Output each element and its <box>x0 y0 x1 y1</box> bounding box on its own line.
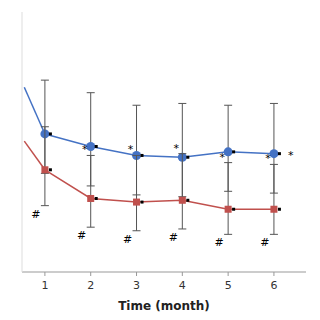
error-cap <box>270 234 278 235</box>
error-bar <box>270 164 278 234</box>
lead-in-line <box>24 141 45 170</box>
plot-area <box>24 80 281 234</box>
small-marker <box>49 132 52 135</box>
x-tick-label: 1 <box>41 279 48 292</box>
error-stem <box>273 164 274 234</box>
x-tick-label: 3 <box>133 279 140 292</box>
annotation: * <box>265 152 271 165</box>
error-bar <box>133 155 141 230</box>
error-cap <box>41 80 49 81</box>
small-marker <box>95 197 98 200</box>
x-axis-label: Time (month) <box>118 299 210 313</box>
series-line <box>45 134 274 157</box>
error-cap <box>270 164 278 165</box>
x-tick <box>44 272 45 276</box>
small-marker <box>141 201 144 204</box>
error-stem <box>228 163 229 235</box>
small-marker <box>232 208 235 211</box>
marker <box>269 149 278 158</box>
x-tick-label: 5 <box>225 279 232 292</box>
marker <box>224 147 233 156</box>
chart: 1 2 3 4 5 6 Time (month) * * * * * * # # # # # # <box>0 0 320 320</box>
annotation: * <box>288 149 294 162</box>
error-bar <box>224 163 232 235</box>
annotation: * <box>82 143 88 156</box>
small-marker <box>186 199 189 202</box>
series-line <box>45 170 274 209</box>
annotation: # <box>215 236 224 249</box>
annotation: # <box>260 236 269 249</box>
annotation: * <box>128 143 134 156</box>
small-marker <box>186 156 189 159</box>
error-cap <box>87 92 95 93</box>
marker <box>133 199 140 206</box>
error-cap <box>87 227 95 228</box>
x-tick <box>273 272 274 276</box>
error-bar <box>41 127 49 206</box>
x-tick-label: 6 <box>270 279 277 292</box>
y-axis <box>22 12 23 272</box>
error-bar <box>178 154 186 229</box>
annotation: * <box>219 151 225 164</box>
error-cap <box>224 234 232 235</box>
small-marker <box>49 168 52 171</box>
error-stem <box>136 155 137 230</box>
error-cap <box>133 105 141 106</box>
annotation: # <box>123 233 132 246</box>
annotation: # <box>77 229 86 242</box>
error-cap <box>133 230 141 231</box>
x-tick <box>90 272 91 276</box>
small-marker <box>141 154 144 157</box>
small-marker <box>232 150 235 153</box>
error-cap <box>178 153 186 154</box>
small-marker <box>95 145 98 148</box>
error-cap <box>41 205 49 206</box>
error-cap <box>87 155 95 156</box>
error-cap <box>133 155 141 156</box>
annotation: * <box>174 142 180 155</box>
marker <box>87 195 94 202</box>
annotation: # <box>169 231 178 244</box>
error-stem <box>90 155 91 227</box>
error-bar <box>87 155 95 227</box>
error-cap <box>224 105 232 106</box>
error-cap <box>178 228 186 229</box>
error-stem <box>44 127 45 206</box>
x-axis <box>22 272 306 273</box>
error-cap <box>41 126 49 127</box>
annotation: # <box>31 208 40 221</box>
x-tick-label: 2 <box>87 279 94 292</box>
small-marker <box>278 208 281 211</box>
x-tick <box>228 272 229 276</box>
error-stem <box>182 154 183 229</box>
marker <box>179 197 186 204</box>
error-cap <box>178 103 186 104</box>
error-cap <box>270 103 278 104</box>
error-cap <box>224 162 232 163</box>
small-marker <box>278 152 281 155</box>
marker <box>225 206 232 213</box>
marker <box>86 142 95 151</box>
x-tick <box>182 272 183 276</box>
x-tick-label: 4 <box>179 279 186 292</box>
x-tick <box>136 272 137 276</box>
marker <box>270 206 277 213</box>
marker <box>41 166 48 173</box>
